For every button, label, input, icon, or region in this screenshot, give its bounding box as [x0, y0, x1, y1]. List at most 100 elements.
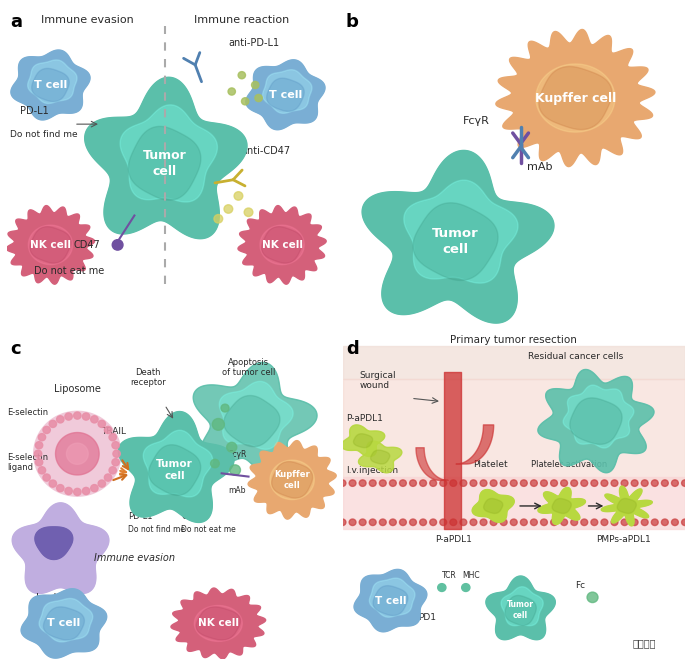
Circle shape: [212, 418, 225, 430]
Polygon shape: [266, 78, 304, 111]
Polygon shape: [413, 203, 498, 280]
Text: FcγR: FcγR: [462, 116, 489, 126]
Text: MHC: MHC: [462, 571, 480, 580]
Polygon shape: [342, 379, 685, 480]
Circle shape: [399, 480, 406, 486]
Text: PD-L1: PD-L1: [127, 512, 152, 521]
Circle shape: [90, 416, 98, 423]
Circle shape: [530, 480, 537, 486]
Circle shape: [227, 442, 237, 452]
Circle shape: [651, 519, 658, 525]
Circle shape: [65, 488, 73, 495]
Circle shape: [551, 480, 558, 486]
Polygon shape: [246, 60, 325, 130]
Circle shape: [224, 204, 233, 213]
Circle shape: [540, 519, 547, 525]
Text: NK cell: NK cell: [262, 240, 303, 250]
Polygon shape: [39, 599, 92, 642]
Text: E-selectin: E-selectin: [7, 408, 48, 417]
Polygon shape: [34, 412, 121, 496]
Circle shape: [530, 519, 537, 525]
Text: Death
receptor: Death receptor: [130, 368, 166, 387]
Text: mAb: mAb: [228, 486, 246, 495]
Polygon shape: [362, 151, 554, 323]
Circle shape: [571, 480, 577, 486]
Circle shape: [38, 467, 46, 474]
Circle shape: [49, 420, 57, 428]
Text: 新药前沿: 新药前沿: [632, 638, 656, 648]
Circle shape: [561, 519, 568, 525]
Circle shape: [349, 519, 356, 525]
Polygon shape: [617, 498, 636, 513]
Text: FcγR: FcγR: [228, 450, 247, 459]
Polygon shape: [28, 225, 73, 264]
Polygon shape: [6, 206, 95, 284]
Polygon shape: [272, 462, 312, 498]
Circle shape: [349, 480, 356, 486]
Polygon shape: [496, 29, 655, 166]
Circle shape: [34, 450, 42, 458]
Circle shape: [641, 519, 648, 525]
Text: Primary tumor resection: Primary tumor resection: [450, 335, 577, 345]
Polygon shape: [32, 69, 69, 102]
Text: T cell: T cell: [375, 595, 406, 605]
Circle shape: [36, 442, 42, 449]
Polygon shape: [373, 585, 408, 615]
Polygon shape: [563, 385, 634, 448]
Circle shape: [90, 485, 98, 492]
Circle shape: [500, 480, 507, 486]
Polygon shape: [30, 226, 71, 263]
Circle shape: [641, 480, 648, 486]
Polygon shape: [143, 430, 212, 497]
Polygon shape: [21, 589, 107, 658]
Text: T cell: T cell: [34, 80, 67, 90]
Circle shape: [369, 480, 376, 486]
Circle shape: [43, 474, 50, 481]
Circle shape: [228, 88, 236, 95]
Polygon shape: [536, 64, 615, 132]
Circle shape: [57, 416, 64, 423]
Circle shape: [104, 474, 112, 481]
Polygon shape: [539, 67, 612, 130]
Text: TRAIL: TRAIL: [101, 427, 126, 436]
Circle shape: [581, 480, 588, 486]
Circle shape: [242, 98, 249, 105]
Polygon shape: [193, 362, 317, 476]
Circle shape: [369, 519, 376, 525]
Polygon shape: [11, 50, 90, 120]
Circle shape: [682, 480, 685, 486]
Circle shape: [210, 460, 219, 468]
Text: Tumor
cell: Tumor cell: [142, 149, 186, 178]
Circle shape: [109, 434, 116, 441]
Circle shape: [379, 519, 386, 525]
Circle shape: [112, 442, 119, 449]
Circle shape: [399, 519, 406, 525]
Polygon shape: [570, 398, 622, 444]
Text: b: b: [346, 13, 359, 31]
Polygon shape: [404, 180, 518, 283]
Circle shape: [43, 426, 50, 434]
Polygon shape: [262, 226, 303, 263]
Circle shape: [671, 519, 678, 525]
Circle shape: [390, 519, 397, 525]
Circle shape: [359, 519, 366, 525]
Circle shape: [82, 413, 90, 420]
Circle shape: [438, 583, 446, 591]
Circle shape: [221, 404, 229, 412]
Circle shape: [460, 519, 466, 525]
Circle shape: [480, 519, 487, 525]
Polygon shape: [341, 425, 385, 456]
Text: Fc: Fc: [575, 581, 586, 589]
Text: Kupffer
cell: Kupffer cell: [274, 470, 310, 490]
Circle shape: [587, 592, 598, 603]
Circle shape: [581, 519, 588, 525]
Text: Do not eat me: Do not eat me: [182, 525, 236, 534]
Polygon shape: [486, 576, 556, 640]
Polygon shape: [85, 77, 247, 238]
Circle shape: [480, 480, 487, 486]
Circle shape: [65, 413, 73, 420]
Text: Immune reaction: Immune reaction: [194, 15, 290, 25]
Polygon shape: [353, 434, 373, 448]
Polygon shape: [260, 225, 304, 264]
Text: PMPs-aPDL1: PMPs-aPDL1: [596, 535, 651, 544]
